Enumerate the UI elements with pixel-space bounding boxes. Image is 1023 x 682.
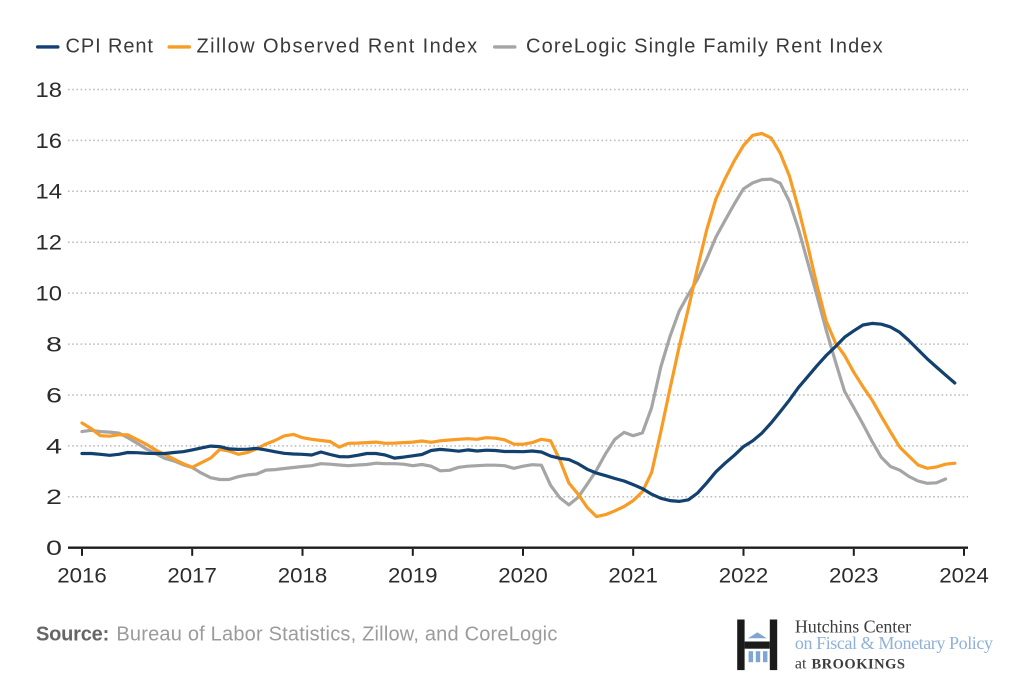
svg-text:2021: 2021 bbox=[608, 564, 658, 587]
svg-text:12: 12 bbox=[36, 232, 63, 255]
svg-text:2018: 2018 bbox=[278, 564, 328, 587]
svg-text:10: 10 bbox=[36, 283, 63, 306]
svg-text:8: 8 bbox=[46, 334, 62, 357]
svg-text:16: 16 bbox=[36, 130, 63, 153]
svg-text:2023: 2023 bbox=[829, 564, 879, 587]
svg-text:Bureau of Labor Statistics, Zi: Bureau of Labor Statistics, Zillow, and … bbox=[116, 624, 557, 646]
svg-text:at: at bbox=[795, 656, 807, 673]
svg-text:BROOKINGS: BROOKINGS bbox=[812, 657, 906, 673]
svg-text:2017: 2017 bbox=[167, 564, 217, 587]
svg-text:14: 14 bbox=[36, 181, 63, 204]
svg-text:18: 18 bbox=[36, 79, 63, 102]
svg-text:2024: 2024 bbox=[939, 564, 989, 587]
svg-text:2: 2 bbox=[46, 486, 62, 509]
svg-text:4: 4 bbox=[46, 435, 62, 458]
svg-text:Zillow Observed Rent Index: Zillow Observed Rent Index bbox=[197, 36, 479, 58]
svg-text:2022: 2022 bbox=[719, 564, 769, 587]
svg-text:2020: 2020 bbox=[498, 564, 548, 587]
svg-text:2019: 2019 bbox=[388, 564, 438, 587]
svg-text:2016: 2016 bbox=[57, 564, 107, 587]
svg-text:Hutchins Center: Hutchins Center bbox=[795, 617, 911, 637]
svg-text:Source:: Source: bbox=[36, 624, 109, 646]
svg-text:0: 0 bbox=[46, 537, 62, 560]
svg-text:6: 6 bbox=[46, 384, 62, 407]
svg-text:on Fiscal & Monetary Policy: on Fiscal & Monetary Policy bbox=[795, 633, 993, 653]
svg-text:CoreLogic Single Family Rent I: CoreLogic Single Family Rent Index bbox=[526, 36, 884, 58]
svg-text:CPI Rent: CPI Rent bbox=[66, 36, 154, 58]
